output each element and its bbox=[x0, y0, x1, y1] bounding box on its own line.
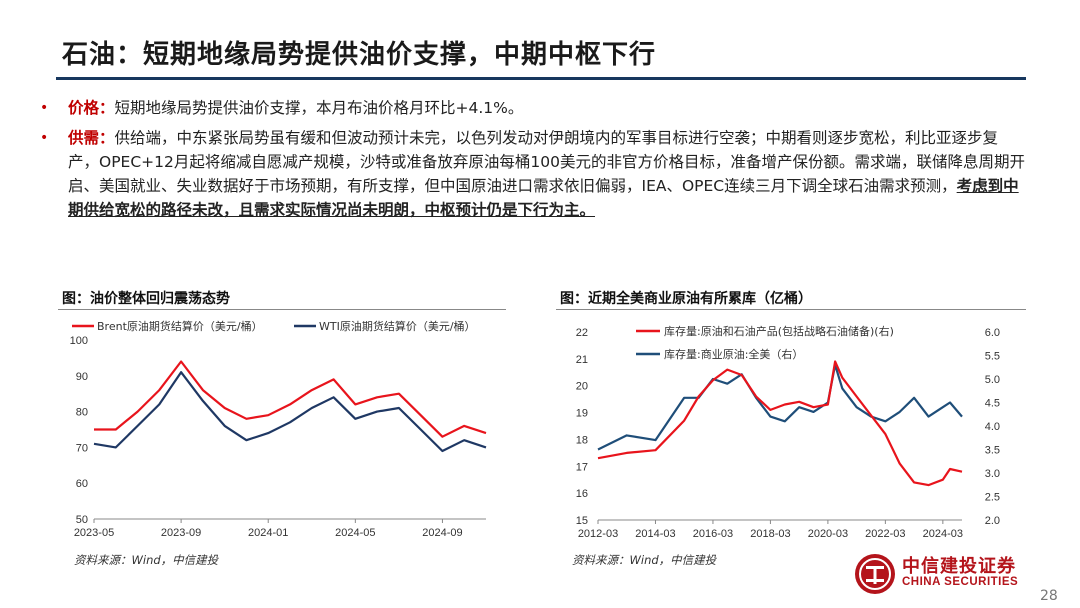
bullet-keyword: 价格： bbox=[68, 99, 115, 117]
bullet-text: 供给端，中东紧张局势虽有缓和但波动预计未完，以色列发动对伊朗境内的军事目标进行空… bbox=[68, 129, 1025, 195]
x-tick-label: 2023-05 bbox=[74, 527, 114, 539]
bullet-supply-demand: • 供需：供给端，中东紧张局势虽有缓和但波动预计未完，以色列发动对伊朗境内的军事… bbox=[40, 126, 1025, 222]
left-chart-title-rule bbox=[58, 309, 506, 310]
series-line-brent bbox=[94, 360, 487, 438]
x-tick-label: 2024-09 bbox=[422, 527, 462, 539]
left-chart-svg: 50 60 70 80 90 100 2023-05 2023-09 2024-01 2024-0… bbox=[70, 319, 487, 539]
y-tick-label: 90 bbox=[76, 371, 88, 383]
y-right-tick-label: 5.5 bbox=[985, 351, 1000, 363]
y-left-tick-label: 15 bbox=[576, 515, 588, 527]
logo-english: CHINA SECURITIES bbox=[902, 576, 1019, 588]
y-left-tick-label: 18 bbox=[576, 434, 588, 446]
legend-label: 库存量:原油和石油产品(包括战略石油储备)(右) bbox=[664, 324, 894, 338]
legend-label: WTI原油期货结算价（美元/桶） bbox=[319, 319, 476, 333]
y-right-tick-label: 4.0 bbox=[985, 421, 1000, 433]
y-left-tick-label: 21 bbox=[576, 354, 588, 366]
x-tick-label: 2024-01 bbox=[248, 527, 288, 539]
y-right-tick-label: 2.5 bbox=[985, 492, 1000, 504]
y-tick-label: 50 bbox=[76, 514, 88, 526]
left-chart-title: 图：油价整体回归震荡态势 bbox=[62, 291, 230, 307]
y-right-tick-label: 6.0 bbox=[985, 327, 1000, 339]
right-chart-title: 图：近期全美商业原油有所累库（亿桶） bbox=[560, 291, 812, 307]
right-chart: 15 16 17 18 19 20 21 22 2.0 2.5 3.0 3.5 4.0 4.5 5.0 5.5… bbox=[556, 312, 1028, 546]
y-left-tick-label: 16 bbox=[576, 488, 588, 500]
x-tick-label: 2024-03 bbox=[923, 528, 963, 540]
y-left-tick-label: 17 bbox=[576, 461, 588, 473]
right-chart-title-rule bbox=[556, 309, 1026, 310]
title-rule bbox=[56, 77, 1026, 80]
y-right-tick-label: 5.0 bbox=[985, 374, 1000, 386]
y-tick-label: 80 bbox=[76, 407, 88, 419]
page-number: 28 bbox=[1040, 588, 1058, 604]
legend-label: 库存量:商业原油:全美（右） bbox=[664, 347, 803, 361]
x-tick-label: 2022-03 bbox=[865, 528, 905, 540]
series-line-wti bbox=[93, 371, 487, 453]
logo-name: 中信建投证券 bbox=[902, 556, 1016, 577]
y-right-tick-label: 3.5 bbox=[985, 445, 1000, 457]
y-right-tick-label: 4.5 bbox=[985, 398, 1000, 410]
x-tick-label: 2016-03 bbox=[693, 528, 733, 540]
bullet-dot-icon: • bbox=[40, 130, 49, 146]
y-left-tick-label: 22 bbox=[576, 327, 588, 339]
bullet-text: 短期地缘局势提供油价支撑，本月布油价格月环比+4.1%。 bbox=[114, 99, 524, 117]
y-tick-label: 70 bbox=[76, 442, 88, 454]
y-right-tick-label: 3.0 bbox=[985, 468, 1000, 480]
y-tick-label: 60 bbox=[76, 478, 88, 490]
x-tick-label: 2012-03 bbox=[578, 528, 618, 540]
y-right-tick-label: 2.0 bbox=[985, 515, 1000, 527]
left-chart-source: 资料来源：Wind，中信建投 bbox=[74, 553, 219, 567]
y-left-tick-label: 19 bbox=[576, 408, 588, 420]
x-tick-label: 2014-03 bbox=[635, 528, 675, 540]
page-title: 石油：短期地缘局势提供油价支撑，中期中枢下行 bbox=[62, 40, 657, 70]
bullet-dot-icon: • bbox=[40, 100, 49, 116]
x-tick-label: 2020-03 bbox=[808, 528, 848, 540]
y-left-tick-label: 20 bbox=[576, 381, 588, 393]
bullet-keyword: 供需： bbox=[68, 129, 115, 147]
left-chart: 50 60 70 80 90 100 2023-05 2023-09 2024-01 2024-0… bbox=[56, 312, 506, 546]
bullet-price: • 价格：短期地缘局势提供油价支撑，本月布油价格月环比+4.1%。 bbox=[40, 96, 1025, 120]
x-tick-label: 2018-03 bbox=[750, 528, 790, 540]
china-securities-logo-icon bbox=[855, 554, 895, 594]
series-line-total-stocks bbox=[597, 360, 963, 487]
right-chart-svg: 15 16 17 18 19 20 21 22 2.0 2.5 3.0 3.5 4.0 4.5 5.0 5.5… bbox=[576, 324, 1000, 540]
right-chart-source: 资料来源：Wind，中信建投 bbox=[572, 553, 717, 567]
bullet-emphasis: 考虑到中期供给宽松的路径未改，且需求实际情况尚未明朗，中枢预计仍是下行为主。 bbox=[68, 177, 1019, 219]
y-tick-label: 100 bbox=[70, 335, 88, 347]
x-tick-label: 2023-09 bbox=[161, 527, 201, 539]
legend-label: Brent原油期货结算价（美元/桶） bbox=[97, 319, 263, 333]
x-tick-label: 2024-05 bbox=[335, 527, 375, 539]
